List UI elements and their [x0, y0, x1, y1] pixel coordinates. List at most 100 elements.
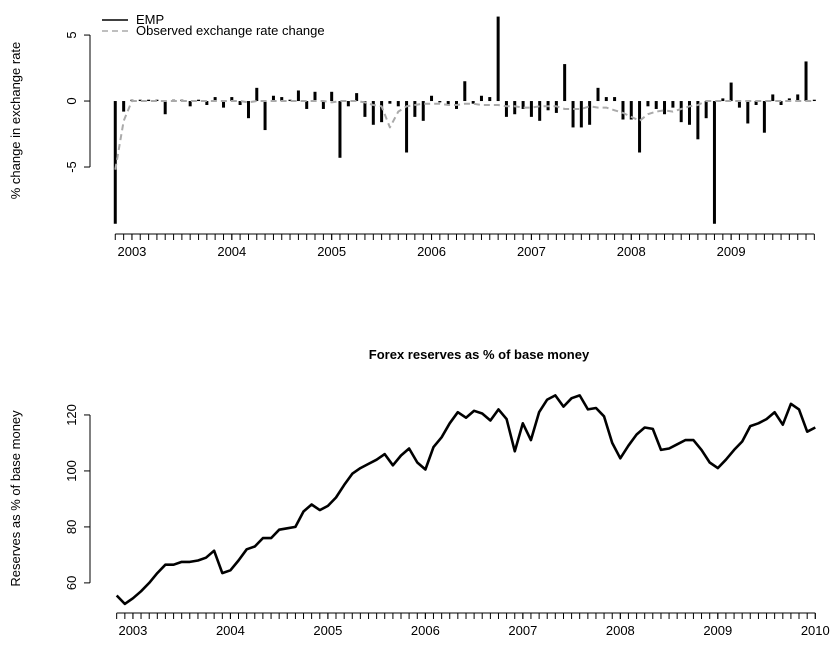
bar [421, 101, 425, 121]
bar [654, 101, 658, 109]
bar [355, 93, 359, 102]
bar [721, 98, 725, 102]
bar [338, 101, 342, 158]
bar [305, 101, 309, 109]
bar [280, 97, 284, 102]
bar [696, 101, 700, 140]
x-tick-label: 2005 [313, 623, 342, 638]
bar [113, 101, 117, 224]
bar [571, 101, 575, 128]
bar [671, 101, 675, 108]
y-tick-label: 80 [64, 520, 79, 534]
line [115, 394, 816, 606]
bar [313, 91, 317, 102]
bar [380, 101, 384, 123]
bar [513, 101, 517, 115]
bar [704, 101, 708, 119]
x-tick-label: 2007 [517, 244, 546, 259]
bar [588, 101, 592, 125]
bar [638, 101, 642, 153]
bar [479, 95, 483, 102]
bar [296, 90, 300, 102]
x-tick-label: 2009 [703, 623, 732, 638]
bar [496, 16, 500, 102]
bar [346, 101, 350, 107]
bar [712, 101, 716, 224]
bar [271, 95, 275, 102]
y-tick-label: 60 [64, 576, 79, 590]
bar [288, 99, 292, 102]
x-tick-label: 2004 [217, 244, 246, 259]
bar [238, 101, 242, 105]
bar [529, 101, 533, 117]
x-tick-label: 2010 [801, 623, 830, 638]
bar [538, 101, 542, 121]
bar [396, 101, 400, 107]
bar [155, 99, 159, 102]
chart-title: Forex reserves as % of base money [369, 347, 590, 362]
x-tick-label: 2008 [606, 623, 635, 638]
bar [122, 101, 126, 112]
bar [604, 97, 608, 102]
bar [413, 101, 417, 117]
y-axis-label: % change in exchange rate [8, 42, 23, 200]
bar [771, 94, 775, 102]
bar [197, 99, 201, 102]
bar [438, 101, 442, 103]
bar [779, 101, 783, 105]
bar [188, 101, 192, 107]
y-axis-label: Reserves as % of base money [8, 410, 23, 587]
y-tick-label: -5 [64, 161, 79, 173]
bar [563, 64, 567, 102]
x-tick-label: 2003 [117, 244, 146, 259]
bar [255, 87, 259, 102]
line [114, 100, 815, 170]
x-tick-label: 2007 [508, 623, 537, 638]
y-tick-label: 120 [64, 404, 79, 426]
legend-label: EMP [136, 12, 164, 27]
bar [796, 94, 800, 102]
bar [330, 91, 334, 102]
bar [629, 101, 633, 120]
x-tick-label: 2006 [411, 623, 440, 638]
bar [213, 97, 217, 102]
bar [687, 101, 691, 125]
bar [321, 101, 325, 109]
x-tick-label: 2003 [118, 623, 147, 638]
bar [754, 101, 758, 105]
bar [504, 101, 508, 117]
bar [762, 101, 766, 133]
bar [621, 101, 625, 120]
bar [371, 101, 375, 125]
bar [463, 81, 467, 102]
y-tick-label: 100 [64, 460, 79, 482]
x-tick-label: 2009 [717, 244, 746, 259]
bar [663, 101, 667, 115]
bar [205, 101, 209, 105]
bar [679, 101, 683, 123]
bar [246, 101, 250, 119]
x-tick-label: 2005 [317, 244, 346, 259]
bar [263, 101, 267, 131]
bar [163, 101, 167, 115]
bar [405, 101, 409, 153]
bar [430, 95, 434, 102]
bar [579, 101, 583, 128]
bar [521, 101, 525, 109]
bar [147, 99, 151, 102]
legend-label: Observed exchange rate change [136, 23, 325, 38]
bar [746, 101, 750, 124]
x-tick-label: 2006 [417, 244, 446, 259]
bar [222, 101, 226, 108]
bar [613, 97, 617, 102]
y-tick-label: 0 [64, 97, 79, 104]
x-tick-label: 2008 [617, 244, 646, 259]
bar [737, 101, 741, 108]
bar [729, 82, 733, 102]
bar [230, 97, 234, 102]
bar [388, 101, 392, 104]
bar [804, 61, 808, 102]
bar [446, 101, 450, 105]
bar [787, 98, 791, 102]
